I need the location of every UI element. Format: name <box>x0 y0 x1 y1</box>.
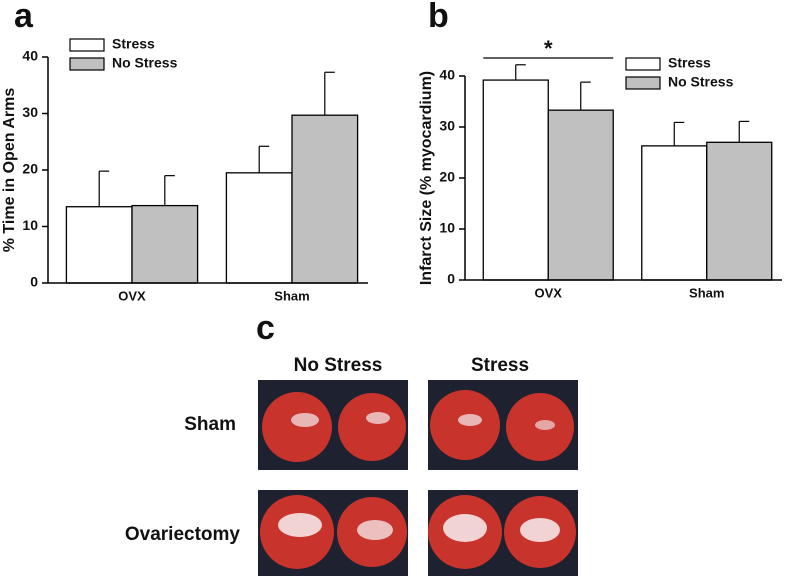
y-tick-label: 20 <box>439 169 455 185</box>
y-tick-label: 40 <box>22 48 38 64</box>
bar <box>291 114 359 284</box>
bar <box>131 204 199 284</box>
bar <box>65 206 133 284</box>
legend-swatch <box>69 57 105 71</box>
y-tick-label: 0 <box>447 271 455 287</box>
annotation: * <box>544 36 553 61</box>
x-tick-label: Sham <box>689 285 724 300</box>
y-axis-label: % Time in Open Arms <box>1 88 18 253</box>
panel-label: a <box>14 0 34 35</box>
row-label: Ovariectomy <box>125 524 241 545</box>
row-label: Sham <box>184 414 236 435</box>
bar <box>706 141 773 281</box>
legend-label: Stress <box>668 55 711 71</box>
legend-label: Stress <box>112 36 155 52</box>
legend-swatch <box>625 76 661 90</box>
panel-label: c <box>256 309 275 347</box>
y-tick-label: 10 <box>439 220 455 236</box>
photos <box>258 380 578 576</box>
legend-swatch <box>625 57 661 71</box>
x-tick-label: OVX <box>535 285 563 300</box>
y-tick-label: 30 <box>22 104 38 120</box>
y-tick-label: 10 <box>22 217 38 233</box>
x-tick-label: OVX <box>118 288 146 303</box>
bar <box>547 109 614 281</box>
bar <box>225 172 293 284</box>
x-tick-label: Sham <box>274 288 309 303</box>
column-label: No Stress <box>294 355 383 376</box>
y-tick-label: 30 <box>439 118 455 134</box>
bar <box>641 145 708 281</box>
column-label: Stress <box>471 355 529 376</box>
bar <box>482 79 549 281</box>
legend-label: No Stress <box>112 55 178 71</box>
y-tick-label: 40 <box>439 67 455 83</box>
y-tick-label: 20 <box>22 161 38 177</box>
legend-label: No Stress <box>668 74 734 90</box>
y-tick-label: 0 <box>30 274 38 290</box>
panel-label: b <box>428 0 449 35</box>
legend-swatch <box>69 38 105 52</box>
y-axis-label: Infarct Size (% myocardium) <box>418 71 435 285</box>
